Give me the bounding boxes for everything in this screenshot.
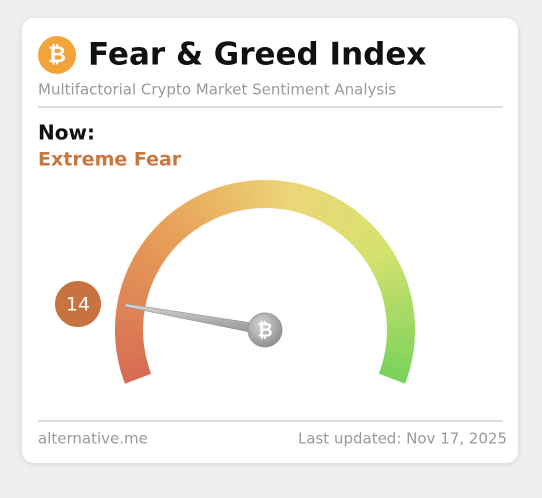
gauge-arc-segment	[374, 263, 404, 284]
gauge-arc-segment	[331, 204, 356, 233]
gauge-arc-segment	[115, 331, 144, 342]
gauge-arc-segment	[299, 186, 317, 216]
gauge-arc-segment	[362, 239, 390, 263]
gauge-arc-segment	[326, 200, 350, 230]
updated: Last updated: Nov 17, 2025	[298, 430, 507, 448]
gauge-arc-segment	[358, 233, 386, 258]
gauge-arc-segment	[215, 185, 232, 215]
gauge-arc-segment	[311, 191, 331, 221]
hub-symbol: ₿	[257, 320, 272, 342]
gauge-arc-segment	[160, 216, 186, 243]
gauge-arc-segment	[350, 222, 377, 249]
classification: Extreme Fear	[38, 149, 182, 171]
gauge-arc-segment	[165, 211, 190, 239]
gauge-arc-segment	[137, 243, 166, 266]
gauge-arc-segment	[127, 261, 157, 282]
gauge-arc-segment	[379, 277, 409, 295]
gauge-arc-segment	[121, 366, 152, 384]
gauge-arc-segment	[382, 290, 413, 306]
gauge-arc-segment	[294, 184, 311, 214]
gauge-arc-segment	[119, 360, 150, 377]
gauge-arc-segment	[118, 355, 148, 370]
gauge-arc-segment	[222, 183, 238, 214]
gauge-arc-segment	[120, 281, 150, 299]
title: Fear & Greed Index	[88, 37, 426, 73]
value-label: 14	[66, 294, 90, 316]
gauge-arc-segment	[305, 188, 324, 218]
gauge-arc-segment	[170, 207, 195, 235]
gauge-arc-segment	[316, 194, 337, 223]
gauge-arc-segment	[321, 197, 344, 226]
bitcoin-logo	[38, 36, 76, 74]
bitcoin-symbol: ₿	[48, 43, 66, 68]
gauge-arc-segment	[368, 251, 398, 273]
gauge-arc-segment	[341, 213, 367, 240]
gauge-arc-segment	[257, 180, 268, 209]
gauge-arc-segment	[154, 221, 181, 248]
gauge-arc-segment	[208, 187, 227, 218]
gauge-arc-segment	[150, 226, 177, 252]
value-badge	[55, 281, 101, 327]
gauge-arc-segment	[386, 319, 415, 330]
gauge-arc-segment	[365, 245, 394, 268]
gauge-arc-segment	[176, 203, 200, 232]
gauge-arc-segment	[145, 231, 173, 257]
gauge-arc-segment	[376, 270, 407, 289]
needle-hub	[247, 312, 283, 348]
source: alternative.me	[38, 430, 148, 448]
gauge-arc-segment	[336, 208, 361, 237]
gauge-arc-segment	[118, 288, 148, 305]
gauge-arc-segment	[182, 199, 205, 229]
gauge-arc-segment	[282, 181, 297, 211]
gauge-arc-segment	[195, 193, 216, 223]
gauge-arc-segment	[229, 182, 244, 212]
gauge-arc-segment	[346, 217, 372, 245]
gauge-arc-segment	[381, 284, 411, 300]
gauge: ₿ 14	[55, 180, 415, 384]
gauge-arc-segment	[201, 190, 221, 220]
subtitle: Multifactorial Crypto Market Sentiment A…	[38, 81, 396, 99]
gauge-arc-segment	[382, 356, 412, 373]
gauge-arc-segment	[122, 275, 152, 293]
gauge-arc-segment	[130, 255, 160, 277]
gauge-arc-segment	[133, 249, 163, 271]
gauge-arc-segment	[141, 237, 170, 261]
gauge-arc-segment	[371, 257, 401, 278]
gauge-arc-segment	[288, 182, 304, 212]
gauge-arc-segment	[188, 196, 210, 225]
gauge-arc-segment	[354, 228, 382, 253]
gauge-arc-segment	[383, 350, 413, 366]
now-label: Now:	[38, 121, 95, 145]
gauge-arc-segment	[380, 362, 410, 379]
gauge-arc-segment	[378, 368, 408, 384]
gauge-arc-segment	[124, 268, 154, 288]
